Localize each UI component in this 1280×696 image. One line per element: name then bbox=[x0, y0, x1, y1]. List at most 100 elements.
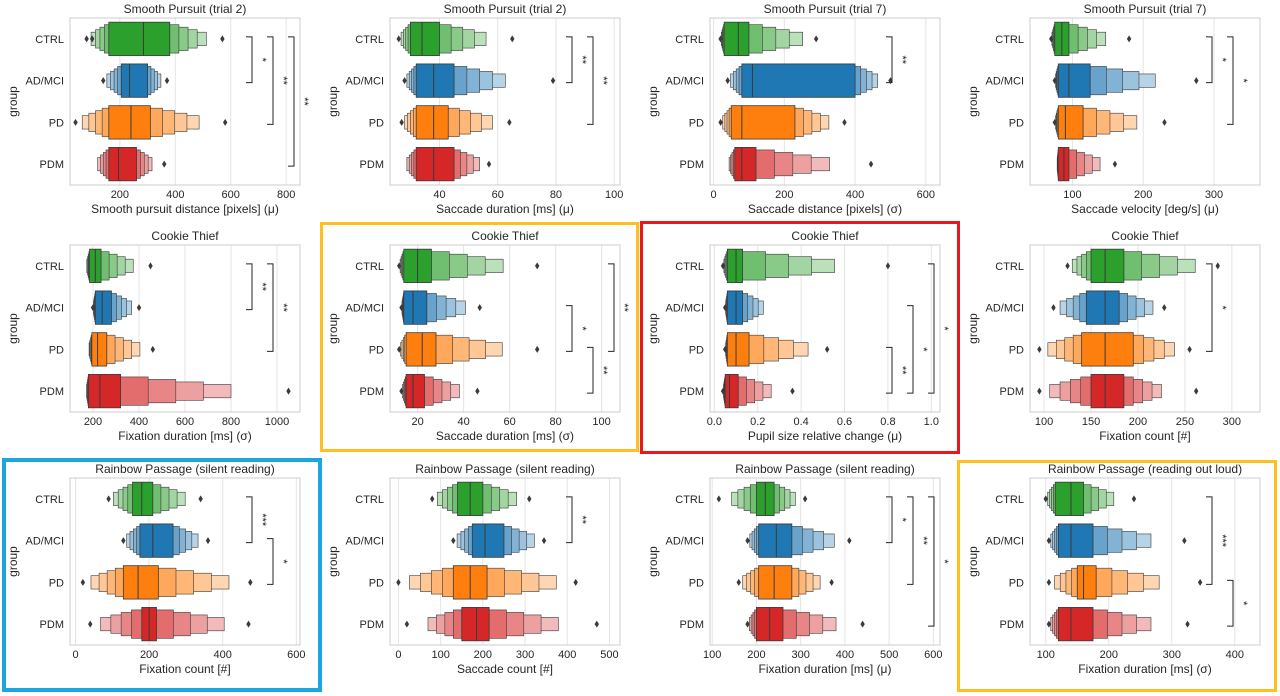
x-axis-label: Saccade duration [ms] (μ) bbox=[436, 202, 574, 216]
boxen-box bbox=[1081, 332, 1134, 367]
outlier-point bbox=[1215, 262, 1220, 270]
outlier-point bbox=[486, 160, 492, 168]
x-tick-label: 200 bbox=[111, 189, 129, 201]
significance-bracket bbox=[267, 36, 274, 125]
chart-panel: Cookie Thief Pupil size relative change (… bbox=[646, 229, 950, 443]
outlier-point bbox=[80, 578, 86, 586]
outlier-point bbox=[396, 35, 401, 43]
category-label: AD/MCI bbox=[26, 303, 65, 315]
outlier-point bbox=[286, 387, 291, 395]
boxen-box bbox=[415, 105, 449, 140]
x-tick-label: 0.6 bbox=[837, 416, 852, 428]
outlier-point bbox=[813, 35, 819, 43]
category-label: PD bbox=[689, 117, 704, 129]
x-axis-label: Fixation duration [ms] (σ) bbox=[118, 429, 251, 443]
boxen-box bbox=[726, 332, 750, 367]
plot-frame bbox=[709, 477, 941, 646]
x-tick-label: 400 bbox=[214, 649, 232, 661]
y-axis-label: group bbox=[966, 546, 980, 577]
significance-label: ** bbox=[597, 76, 609, 85]
x-tick-label: 300 bbox=[1223, 416, 1241, 428]
significance-bracket bbox=[566, 305, 573, 352]
boxen-box bbox=[723, 21, 750, 56]
category-label: PD bbox=[1009, 577, 1024, 589]
x-tick-label: 0.8 bbox=[880, 416, 895, 428]
category-label: PDM bbox=[360, 159, 384, 171]
category-label: CTRL bbox=[355, 261, 384, 273]
boxen-box bbox=[1085, 290, 1120, 325]
x-tick-label: 600 bbox=[287, 649, 305, 661]
x-tick-label: 200 bbox=[1129, 416, 1147, 428]
outlier-point bbox=[198, 495, 203, 503]
y-axis-label: group bbox=[6, 313, 20, 344]
boxen-box bbox=[1054, 481, 1084, 516]
outlier-point bbox=[246, 620, 251, 628]
significance-bracket bbox=[246, 36, 253, 84]
x-tick-label: 200 bbox=[747, 649, 765, 661]
boxen-box bbox=[726, 248, 743, 283]
boxen-box bbox=[726, 290, 743, 325]
significance-bracket bbox=[1206, 263, 1213, 352]
category-label: PD bbox=[369, 117, 384, 129]
outlier-point bbox=[535, 262, 540, 270]
plot-frame bbox=[1029, 477, 1261, 646]
outlier-point bbox=[1197, 578, 1203, 586]
outlier-point bbox=[745, 537, 750, 545]
x-tick-label: 800 bbox=[277, 189, 295, 201]
y-axis-label: group bbox=[326, 546, 340, 577]
significance-bracket bbox=[246, 496, 253, 544]
x-tick-label: 400 bbox=[130, 416, 148, 428]
outlier-point bbox=[550, 77, 556, 85]
chart-title: Cookie Thief bbox=[471, 229, 539, 243]
x-tick-label: 0.0 bbox=[707, 416, 722, 428]
chart-panel: Smooth Pursuit (trial 7) Saccade distance… bbox=[646, 2, 941, 216]
significance-label: * bbox=[938, 559, 950, 564]
significance-label: ** bbox=[896, 366, 908, 375]
chart-panel: Rainbow Passage (reading out loud) Fixati… bbox=[966, 462, 1261, 676]
boxen-box bbox=[415, 147, 455, 182]
category-label: CTRL bbox=[35, 494, 64, 506]
boxen-box bbox=[1090, 248, 1125, 283]
x-axis-label: Pupil size relative change (μ) bbox=[748, 429, 902, 443]
category-label: PDM bbox=[1000, 386, 1024, 398]
x-tick-label: 200 bbox=[1100, 649, 1118, 661]
x-tick-label: 40 bbox=[433, 189, 445, 201]
outlier-point bbox=[106, 495, 111, 503]
x-tick-label: 200 bbox=[140, 649, 158, 661]
category-label: CTRL bbox=[995, 261, 1024, 273]
outlier-point bbox=[824, 345, 830, 353]
x-tick-label: 200 bbox=[474, 649, 492, 661]
x-axis-label: Saccade distance [pixels] (σ) bbox=[748, 202, 902, 216]
outlier-point bbox=[477, 304, 482, 312]
category-label: PDM bbox=[360, 386, 384, 398]
x-tick-label: 400 bbox=[846, 189, 864, 201]
significance-label: * bbox=[277, 559, 289, 564]
outlier-point bbox=[150, 345, 155, 353]
significance-label: * bbox=[1237, 601, 1249, 606]
y-axis-label: group bbox=[326, 86, 340, 117]
category-label: PD bbox=[689, 577, 704, 589]
x-tick-label: 60 bbox=[492, 189, 504, 201]
x-tick-label: 300 bbox=[1205, 189, 1223, 201]
chart-panel: Cookie Thief Fixation count [#] group 100 15… bbox=[966, 229, 1261, 443]
outlier-point bbox=[404, 620, 410, 628]
x-axis-label: Fixation duration [ms] (σ) bbox=[1078, 662, 1211, 676]
category-label: CTRL bbox=[675, 34, 704, 46]
significance-bracket bbox=[886, 496, 893, 544]
boxen-box bbox=[405, 374, 425, 409]
outlier-point bbox=[205, 537, 211, 545]
significance-label: ** bbox=[896, 55, 908, 64]
significance-label: * bbox=[1216, 58, 1228, 63]
boxen-box bbox=[415, 63, 455, 98]
x-tick-label: 100 bbox=[605, 189, 623, 201]
boxen-box bbox=[409, 21, 440, 56]
outlier-point bbox=[1046, 537, 1052, 545]
x-tick-label: 600 bbox=[222, 189, 240, 201]
x-tick-label: 200 bbox=[775, 189, 793, 201]
outlier-point bbox=[396, 578, 401, 586]
outlier-point bbox=[402, 77, 407, 85]
significance-label: ** bbox=[576, 515, 588, 524]
significance-bracket bbox=[907, 305, 914, 394]
category-label: CTRL bbox=[675, 494, 704, 506]
plot-frame bbox=[709, 17, 941, 186]
